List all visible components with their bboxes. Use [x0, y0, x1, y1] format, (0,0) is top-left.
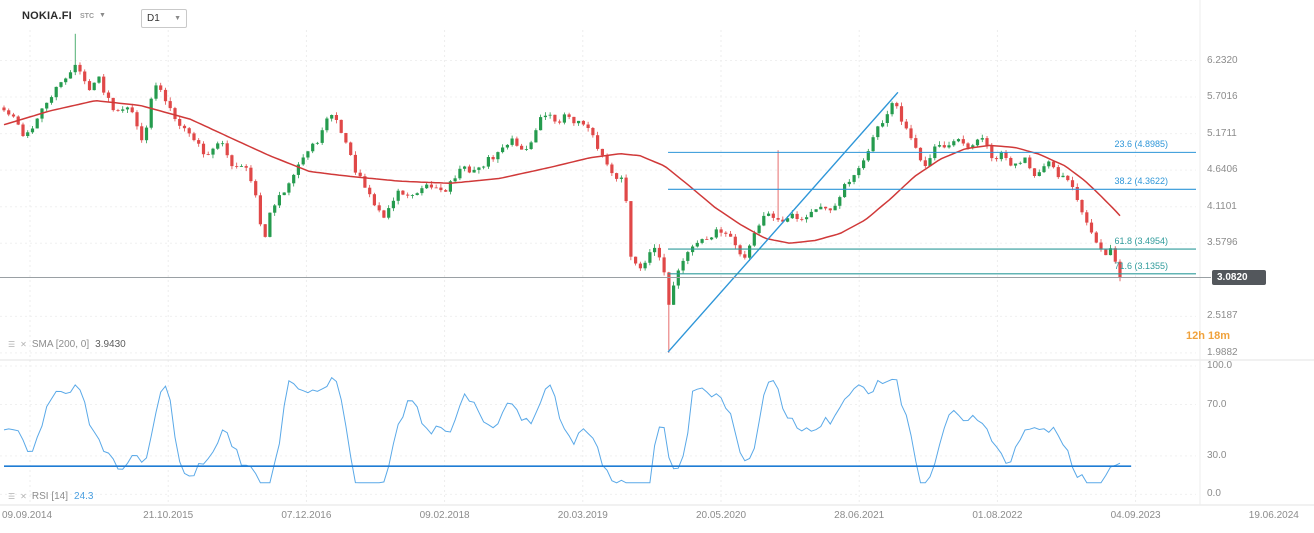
fib-level-label[interactable]: 38.2 (4.3622) — [1114, 176, 1168, 187]
rsi-axis-label: 0.0 — [1207, 488, 1221, 500]
timeframe-select[interactable]: D1 ▼ — [141, 9, 187, 28]
date-axis-label: 01.08.2022 — [972, 510, 1023, 521]
sma-indicator-value: 3.9430 — [95, 339, 126, 350]
timeframe-value: D1 — [147, 13, 160, 24]
instrument-type-label: STC — [80, 13, 94, 20]
date-axis-label: 07.12.2016 — [281, 510, 332, 521]
price-axis-label: 4.6406 — [1207, 164, 1238, 176]
price-axis-label: 6.2320 — [1207, 54, 1238, 66]
symbol-name[interactable]: NOKIA.FI — [22, 10, 72, 22]
date-axis-label: 09.02.2018 — [419, 510, 470, 521]
price-axis-label: 3.5796 — [1207, 237, 1238, 249]
date-axis-label: 20.03.2019 — [557, 510, 608, 521]
date-axis-label: 19.06.2024 — [1248, 510, 1299, 521]
rsi-indicator-value: 24.3 — [74, 491, 94, 502]
fib-level-label[interactable]: 61.8 (3.4954) — [1114, 236, 1168, 247]
rsi-settings-icon[interactable]: ☰ — [8, 491, 16, 501]
sma-remove-icon[interactable]: ✕ — [20, 339, 27, 349]
date-axis-label: 20.05.2020 — [695, 510, 747, 521]
rsi-axis-label: 70.0 — [1207, 398, 1227, 410]
price-axis-label: 5.7016 — [1207, 91, 1238, 103]
rsi-axis-label: 30.0 — [1207, 449, 1227, 461]
fib-level-label[interactable]: 23.6 (4.8985) — [1114, 139, 1168, 150]
price-axis-label: 2.5187 — [1207, 310, 1238, 322]
timeframe-caret-icon: ▼ — [174, 15, 181, 22]
symbol-dropdown-caret-icon[interactable]: ▼ — [99, 12, 106, 19]
price-axis-label: 4.1101 — [1207, 200, 1237, 212]
fib-level-label[interactable]: 71.6 (3.1355) — [1114, 260, 1168, 271]
rsi-axis-label: 100.0 — [1207, 360, 1233, 371]
date-axis-label: 09.09.2014 — [2, 510, 53, 521]
sma-settings-icon[interactable]: ☰ — [8, 339, 16, 349]
rsi-indicator-label: RSI [14] — [31, 491, 69, 502]
rsi-indicator-legend: ☰ ✕ RSI [14] 24.3 — [8, 491, 93, 502]
date-axis-label: 04.09.2023 — [1110, 510, 1161, 521]
sma-indicator-label: SMA [200, 0] — [31, 339, 90, 350]
date-axis-label: 28.06.2021 — [834, 510, 885, 521]
price-axis-label: 1.9882 — [1207, 346, 1238, 358]
date-axis-label: 21.10.2015 — [143, 510, 194, 521]
sma-indicator-legend: ☰ ✕ SMA [200, 0] 3.9430 — [8, 339, 126, 350]
candle-countdown: 12h 18m — [1186, 330, 1231, 342]
current-price-badge: 3.0820 — [1212, 270, 1266, 285]
rsi-remove-icon[interactable]: ✕ — [20, 491, 27, 501]
price-axis-label: 5.1711 — [1207, 127, 1237, 139]
